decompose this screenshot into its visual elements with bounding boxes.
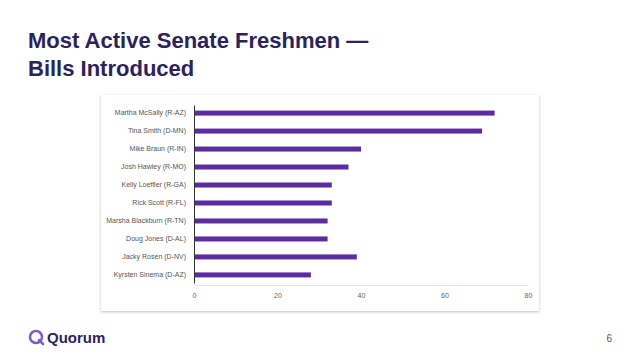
bar [194, 272, 311, 277]
x-tick-label: 60 [441, 292, 449, 299]
y-tick-label: Tina Smith (D-MN) [128, 127, 186, 135]
x-axis: 0 20 40 60 80 [193, 285, 533, 299]
logo-icon [30, 331, 42, 343]
y-tick: Rick Scott (R-FL) [132, 199, 194, 207]
bar [194, 218, 328, 223]
y-tick-label: Marsha Blackburn (R-TN) [106, 217, 186, 225]
x-tick: 40 [358, 285, 366, 299]
bar [194, 254, 357, 259]
y-tick: Mike Braun (R-IN) [130, 145, 194, 153]
bars [194, 111, 495, 278]
chart-card [101, 95, 539, 311]
title-line: Most Active Senate Freshmen — [28, 28, 368, 53]
brand: Quorum [47, 329, 105, 346]
y-tick-label: Doug Jones (D-AL) [126, 235, 186, 243]
y-tick-label: Mike Braun (R-IN) [130, 145, 186, 153]
y-tick: Doug Jones (D-AL) [126, 235, 194, 243]
title: Most Active Senate Freshmen — Bills Intro… [28, 28, 368, 81]
bar [194, 147, 361, 152]
slide: Most Active Senate Freshmen — Bills Intro… [0, 0, 640, 360]
page-number: 6 [606, 333, 612, 344]
y-tick: Tina Smith (D-MN) [128, 127, 194, 135]
x-tick: 20 [274, 285, 282, 299]
logo: Quorum [30, 329, 105, 346]
y-tick-label: Kelly Loeffler (R-GA) [122, 181, 186, 189]
bar [194, 183, 332, 188]
x-tick-label: 80 [525, 292, 533, 299]
title-line: Bills Introduced [28, 56, 194, 81]
bar [194, 200, 332, 205]
x-tick-label: 40 [358, 292, 366, 299]
bar [194, 236, 328, 241]
x-tick: 60 [441, 285, 449, 299]
x-tick-label: 0 [193, 292, 197, 299]
y-axis-line [194, 106, 195, 284]
y-tick: Martha McSally (R-AZ) [115, 109, 194, 117]
y-tick: Marsha Blackburn (R-TN) [106, 217, 194, 225]
bar [194, 111, 495, 116]
y-tick-label: Jacky Rosen (D-NV) [122, 253, 186, 261]
y-tick: Kyrsten Sinema (D-AZ) [114, 271, 194, 279]
x-tick: 80 [525, 285, 533, 299]
x-axis-line [195, 285, 529, 286]
y-tick-label: Martha McSally (R-AZ) [115, 109, 186, 117]
bar [194, 165, 348, 170]
y-tick-label: Kyrsten Sinema (D-AZ) [114, 271, 186, 279]
y-tick-label: Rick Scott (R-FL) [132, 199, 186, 207]
x-tick-label: 20 [274, 292, 282, 299]
y-tick: Kelly Loeffler (R-GA) [122, 181, 194, 189]
bar [194, 129, 482, 134]
y-tick: Jacky Rosen (D-NV) [122, 253, 194, 261]
logo-icon-tail [39, 340, 43, 344]
y-tick-label: Josh Hawley (R-MO) [121, 163, 186, 171]
y-tick: Josh Hawley (R-MO) [121, 163, 194, 171]
y-axis: Martha McSally (R-AZ) Tina Smith (D-MN) Mi… [106, 106, 194, 284]
x-tick: 0 [193, 285, 197, 299]
